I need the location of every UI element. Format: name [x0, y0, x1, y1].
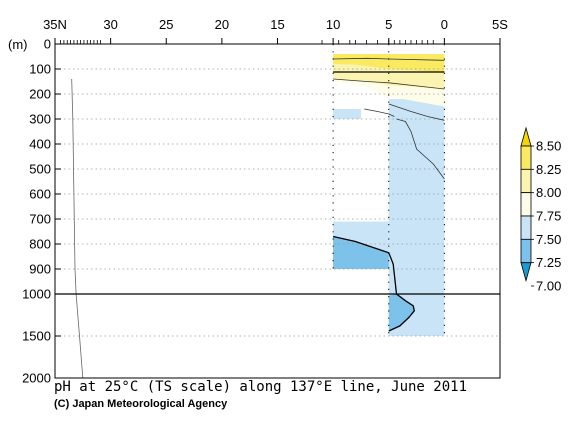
x-tick-label: 35N	[43, 17, 67, 32]
y-axis: 0 100 200 300 400 500 600 700 800 900 1000 1500 2000	[22, 37, 61, 386]
x-tick-label: 30	[103, 17, 117, 32]
chart-title: pH at 25°C (TS scale) along 137°E line, …	[54, 379, 468, 395]
y-tick-label: 300	[29, 112, 51, 127]
y-tick-label: 0	[44, 37, 51, 52]
y-tick-label: 1500	[22, 329, 51, 344]
y-tick-label: 2000	[22, 371, 51, 386]
fill-region-deep-lobe	[388, 294, 415, 331]
contour-upper-blue	[364, 108, 395, 117]
contour-7-50	[332, 235, 416, 332]
legend-band	[520, 215, 532, 240]
contour-8-00	[333, 78, 445, 90]
legend-level-label: 7.00	[536, 279, 561, 294]
legend-level-label: 8.50	[536, 139, 561, 154]
legend-band	[520, 238, 532, 264]
x-tick-label: 0	[441, 17, 448, 32]
y-tick-label: 200	[29, 87, 51, 102]
y-tick-label: 900	[29, 262, 51, 277]
fill-region-mid-lens	[333, 236, 389, 269]
contour-yellow-1	[333, 57, 445, 61]
y-tick-label: 100	[29, 62, 51, 77]
contour-7-75	[388, 103, 445, 121]
legend-band	[520, 145, 532, 170]
y-tick-label: 1000	[22, 287, 51, 302]
contour-north-edge	[71, 78, 84, 378]
y-tick-label: 800	[29, 237, 51, 252]
y-tick-label: 400	[29, 137, 51, 152]
y-unit-label: (m)	[8, 37, 28, 52]
x-tick-label: 15	[270, 17, 284, 32]
station-marker-lines	[332, 44, 445, 336]
contour-deep-trend	[396, 118, 445, 180]
fill-region-upper-band	[333, 109, 361, 119]
legend-colorbar: 8.50 8.25 8.00 7.75 7.50 7.25 7.00	[520, 126, 561, 294]
y-tick-label: 700	[29, 212, 51, 227]
ph-contours	[71, 57, 445, 378]
legend-level-label: 8.25	[536, 162, 561, 177]
legend-level-label: 8.00	[536, 185, 561, 200]
x-tick-label: 20	[215, 17, 229, 32]
x-tick-label: 10	[326, 17, 340, 32]
y-tick-label: 500	[29, 162, 51, 177]
chart-credit: (C) Japan Meteorological Agency	[54, 398, 228, 410]
x-axis: 35N 30 25 20 15 10 5 0 5S	[43, 17, 508, 44]
legend-band	[520, 168, 532, 194]
legend-level-label: 7.25	[536, 255, 561, 270]
x-tick-label: 5S	[492, 17, 508, 32]
x-tick-label: 5	[385, 17, 392, 32]
sample-station-ticks	[60, 40, 434, 44]
legend-level-label: 7.50	[536, 232, 561, 247]
legend-band	[520, 192, 532, 217]
legend-band-top	[520, 126, 532, 147]
y-tick-label: 600	[29, 187, 51, 202]
legend-level-label: 7.75	[536, 209, 561, 224]
legend-band-bottom	[520, 262, 532, 283]
x-tick-label: 25	[159, 17, 173, 32]
fill-region-column	[388, 99, 445, 336]
